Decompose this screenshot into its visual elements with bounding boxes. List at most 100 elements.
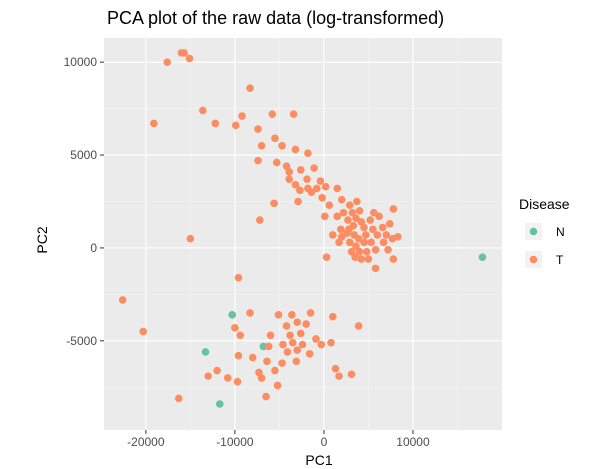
point-T [278, 141, 286, 150]
point-N [478, 253, 487, 262]
point-T [286, 331, 294, 340]
point-T [344, 216, 352, 224]
point-T [294, 197, 302, 206]
y-tick-label: -5000 [66, 334, 97, 348]
point-T [351, 253, 359, 262]
point-T [303, 175, 311, 183]
x-axis-title: PC1 [305, 452, 332, 468]
point-T [369, 225, 377, 234]
point-T [231, 324, 239, 332]
point-T [384, 245, 392, 254]
point-T [333, 184, 342, 193]
point-T [371, 264, 380, 273]
point-T [312, 335, 320, 343]
point-T [378, 223, 387, 232]
point-T [302, 320, 310, 328]
point-N [259, 342, 268, 351]
series-N-points [201, 253, 487, 408]
point-T [236, 331, 245, 340]
point-T [238, 112, 246, 120]
point-T [325, 201, 334, 210]
point-T [349, 221, 358, 230]
point-T [231, 121, 240, 130]
point-T [348, 208, 357, 217]
point-T [288, 311, 296, 319]
point-T [268, 110, 277, 118]
point-T [273, 381, 282, 390]
x-tick-label: -10000 [216, 435, 254, 449]
point-T [270, 199, 278, 208]
point-T [296, 166, 305, 174]
point-T [343, 229, 351, 237]
point-T [186, 234, 195, 243]
point-T [361, 231, 370, 239]
legend-title: Disease [519, 196, 570, 212]
y-tick-label: 10000 [64, 55, 98, 69]
x-tick-label: 0 [321, 435, 328, 449]
point-T [271, 134, 279, 143]
point-T [389, 255, 398, 263]
point-N [228, 311, 237, 319]
point-T [298, 340, 307, 349]
point-T [304, 149, 312, 157]
point-T [337, 225, 345, 234]
point-T [264, 342, 273, 351]
point-T [150, 119, 158, 128]
point-T [291, 180, 300, 189]
point-T [352, 214, 360, 223]
point-T [246, 84, 254, 92]
y-tick-label: 0 [90, 241, 97, 255]
point-T [367, 238, 375, 247]
point-T [246, 309, 254, 317]
point-T [345, 238, 354, 247]
point-T [296, 186, 304, 195]
point-T [321, 182, 330, 191]
point-T [373, 231, 382, 239]
point-T [291, 145, 300, 154]
point-T [318, 193, 326, 202]
point-T [379, 238, 388, 247]
point-T [288, 338, 297, 347]
point-T [345, 201, 354, 210]
point-T [333, 212, 342, 221]
point-T [293, 346, 302, 354]
point-T [271, 366, 279, 375]
point-T [375, 212, 383, 221]
point-T [199, 106, 207, 115]
point-T [263, 357, 271, 366]
point-T [204, 372, 212, 380]
point-T [257, 374, 266, 382]
point-T [223, 374, 232, 382]
x-tick-label: 10000 [396, 435, 430, 449]
point-T [257, 141, 266, 150]
point-T [266, 331, 275, 340]
point-T [289, 110, 298, 118]
point-T [322, 253, 331, 262]
point-T [313, 184, 321, 193]
point-T [389, 205, 398, 213]
point-T [360, 223, 368, 232]
series-T-points [118, 49, 402, 403]
point-T [386, 219, 394, 228]
point-T [234, 351, 243, 360]
point-T [352, 242, 360, 250]
point-T [337, 195, 346, 204]
point-T [360, 238, 368, 247]
point-T [163, 58, 172, 66]
point-T [118, 296, 127, 304]
legend: Disease N T [519, 196, 570, 268]
point-N [215, 400, 224, 408]
point-T [347, 247, 356, 256]
point-T [364, 255, 373, 263]
point-T [211, 119, 220, 128]
point-T [354, 322, 363, 330]
point-T [293, 318, 302, 327]
point-T [353, 197, 361, 206]
x-tick-label: -20000 [127, 435, 165, 449]
point-T [371, 245, 380, 254]
point-T [274, 311, 283, 319]
point-T [180, 49, 188, 57]
point-N [201, 348, 210, 356]
point-T [357, 255, 366, 263]
legend-marker-N [529, 227, 538, 236]
